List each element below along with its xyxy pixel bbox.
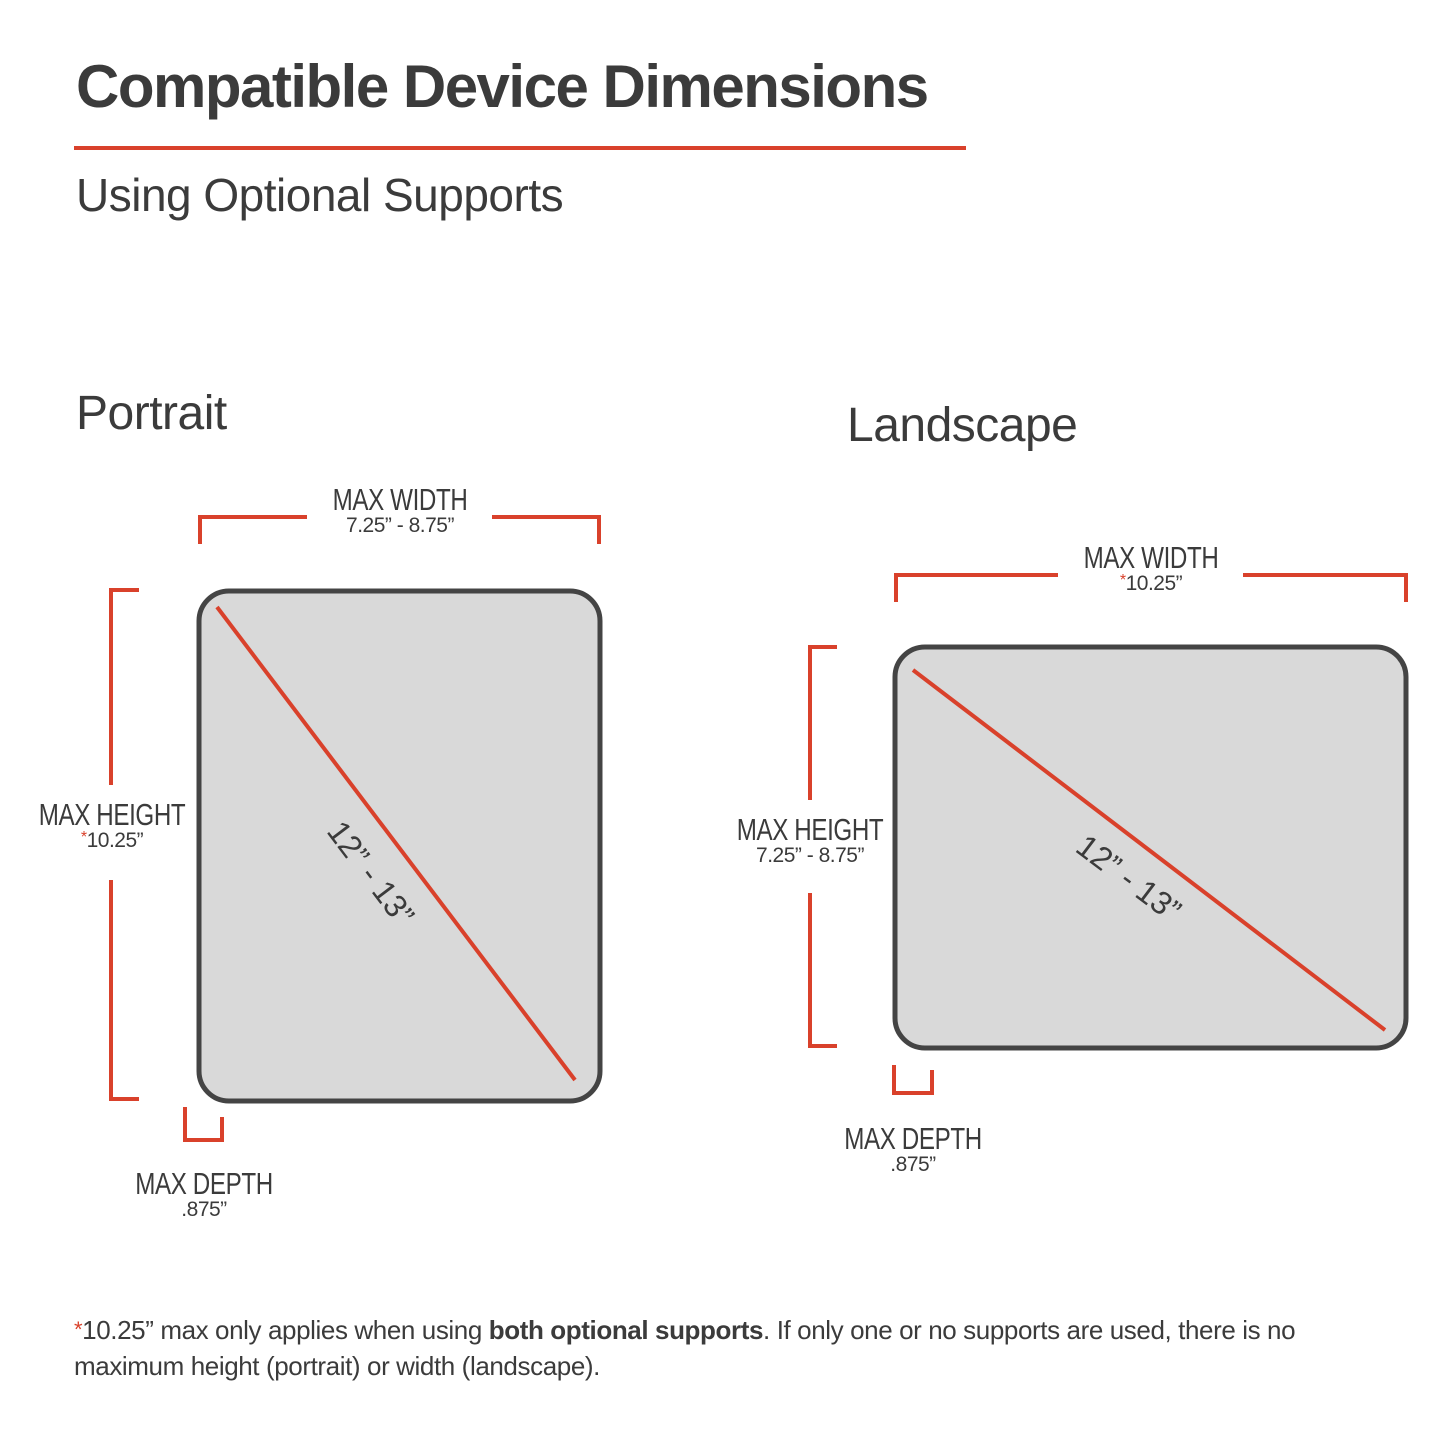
portrait-width-bracket-left <box>198 515 307 544</box>
landscape-max-height-label: MAX HEIGHT 7.25” - 8.75” <box>716 812 904 868</box>
landscape-diagonal <box>911 668 1387 1032</box>
asterisk: * <box>1119 572 1126 589</box>
title-underline <box>74 146 966 150</box>
label-heading: MAX HEIGHT <box>38 797 186 832</box>
portrait-depth-bracket <box>183 1107 224 1142</box>
portrait-width-bracket-right <box>492 515 601 544</box>
label-value-wrap: *10.25” <box>1065 572 1238 596</box>
label-heading: MAX WIDTH <box>1083 540 1219 575</box>
label-value: .875” <box>181 1198 227 1221</box>
portrait-height-bracket-top <box>109 588 139 785</box>
label-value-wrap: *10.25” <box>18 829 206 853</box>
label-value: 7.25” - 8.75” <box>346 514 454 537</box>
footnote-bold: both optional supports <box>488 1315 764 1345</box>
landscape-max-width-label: MAX WIDTH *10.25” <box>1065 540 1238 596</box>
label-heading: MAX DEPTH <box>135 1166 273 1201</box>
label-value: 10.25” <box>86 829 144 852</box>
portrait-max-height-label: MAX HEIGHT *10.25” <box>18 797 206 853</box>
label-value: 7.25” - 8.75” <box>756 844 864 867</box>
landscape-width-bracket-right <box>1243 573 1408 602</box>
landscape-height-bracket-top <box>808 645 837 800</box>
landscape-depth-bracket <box>892 1065 934 1095</box>
portrait-max-depth-label: MAX DEPTH .875” <box>116 1166 292 1222</box>
landscape-max-depth-label: MAX DEPTH .875” <box>825 1121 1001 1177</box>
asterisk: * <box>80 829 87 846</box>
label-heading: MAX WIDTH <box>332 482 468 517</box>
page-subtitle: Using Optional Supports <box>76 169 564 221</box>
footnote-text-after: . If only one or no supports are used, t… <box>74 1315 1296 1381</box>
landscape-height-bracket-bottom <box>808 893 837 1048</box>
landscape-title: Landscape <box>847 399 1078 452</box>
footnote: *10.25” max only applies when using both… <box>74 1312 1404 1384</box>
label-value: .875” <box>890 1153 936 1176</box>
landscape-width-bracket-left <box>894 573 1058 602</box>
portrait-max-width-label: MAX WIDTH 7.25” - 8.75” <box>314 482 487 538</box>
label-value: 10.25” <box>1125 572 1183 595</box>
footnote-text: 10.25” max only applies when using <box>82 1315 489 1345</box>
portrait-diagonal <box>215 605 577 1082</box>
page-title: Compatible Device Dimensions <box>76 53 929 120</box>
label-heading: MAX DEPTH <box>844 1121 982 1156</box>
asterisk: * <box>74 1317 83 1342</box>
portrait-title: Portrait <box>76 387 227 440</box>
label-heading: MAX HEIGHT <box>736 812 884 847</box>
portrait-height-bracket-bottom <box>109 880 139 1101</box>
